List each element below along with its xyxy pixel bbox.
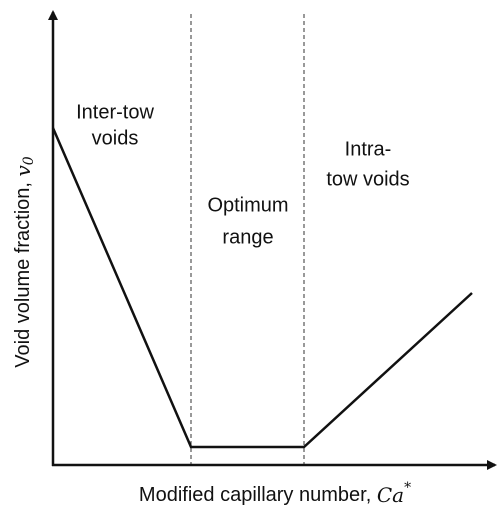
y-axis-label: Void volume fraction, v0 bbox=[11, 156, 38, 368]
region-label: Optimum bbox=[207, 194, 288, 216]
y-label-text: Void volume fraction, bbox=[12, 182, 34, 368]
x-label-symbol: Ca bbox=[377, 483, 404, 507]
region-label: tow voids bbox=[326, 168, 409, 190]
x-label-text: Modified capillary number, bbox=[139, 484, 371, 506]
y-label-symbol: v bbox=[11, 165, 35, 177]
region-label: Intra- bbox=[345, 138, 392, 160]
region-label: Inter-tow bbox=[76, 101, 154, 123]
region-label: range bbox=[222, 226, 273, 248]
trend-line bbox=[51, 127, 473, 449]
y-label-subscript: 0 bbox=[21, 156, 37, 165]
region-label: voids bbox=[92, 127, 139, 149]
x-label-superscript: * bbox=[404, 480, 411, 496]
x-axis-label: Modified capillary number, Ca* bbox=[139, 480, 411, 507]
